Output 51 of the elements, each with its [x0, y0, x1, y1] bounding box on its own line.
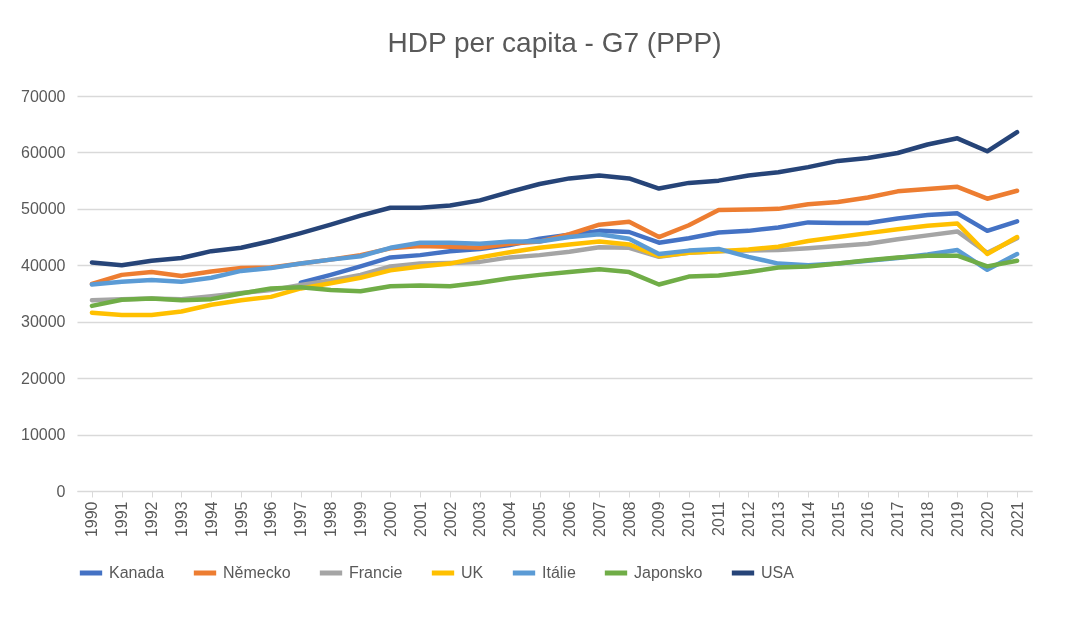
y-tick-label: 10000	[21, 426, 66, 444]
x-tick-label: 2005	[531, 501, 549, 538]
x-tick-label: 2017	[889, 501, 907, 538]
line-series	[89, 129, 1020, 268]
x-tick-label: 1994	[202, 501, 220, 538]
x-tick-label: 1998	[322, 501, 340, 538]
x-tick-label: 2004	[501, 501, 519, 538]
legend-label: Německo	[223, 564, 291, 581]
x-tick-label: 1995	[232, 501, 250, 538]
legend-label: Francie	[349, 564, 403, 581]
x-tick-label: 2013	[769, 501, 787, 538]
y-tick-label: 70000	[21, 87, 66, 105]
y-tick-label: 20000	[21, 369, 66, 387]
line-series	[89, 253, 1020, 309]
legend-label: UK	[461, 564, 484, 581]
x-tick-label: 1997	[292, 501, 310, 538]
x-tick-label: 2016	[859, 501, 877, 538]
legend-label: Japonsko	[634, 564, 703, 581]
x-tick-label: 2009	[650, 501, 668, 538]
x-tick-label: 2012	[739, 501, 757, 538]
legend-label: Kanada	[109, 564, 165, 581]
legend-label: Itálie	[542, 564, 576, 581]
x-tick-label: 2007	[590, 501, 608, 538]
y-tick-label: 0	[56, 482, 66, 500]
x-tick-label: 1992	[143, 501, 161, 538]
x-tick-label: 2019	[948, 501, 966, 538]
x-tick-label: 1993	[172, 501, 190, 538]
line-series	[89, 221, 1020, 318]
x-tick-label: 1999	[352, 501, 370, 538]
x-tick-label: 1996	[262, 501, 280, 538]
y-tick-label: 30000	[21, 313, 66, 331]
legend-label: USA	[761, 564, 795, 581]
x-tick-label: 2018	[919, 501, 937, 538]
x-tick-label: 1990	[83, 501, 101, 538]
x-tick-label: 2006	[560, 501, 578, 538]
x-tick-label: 2003	[471, 501, 489, 538]
x-tick-label: 2008	[620, 501, 638, 538]
y-tick-label: 40000	[21, 256, 66, 274]
x-tick-label: 2015	[829, 501, 847, 538]
x-tick-label: 2010	[680, 501, 698, 538]
x-tick-label: 2021	[1008, 501, 1026, 538]
x-tick-label: 2014	[799, 501, 817, 538]
x-tick-label: 2002	[441, 501, 459, 538]
y-tick-label: 60000	[21, 143, 66, 161]
x-tick-label: 2011	[710, 501, 728, 536]
x-tick-label: 1991	[113, 501, 131, 538]
x-tick-label: 2020	[978, 501, 996, 538]
chart-title: HDP per capita - G7 (PPP)	[387, 27, 722, 58]
x-tick-label: 2000	[381, 501, 399, 538]
x-tick-label: 2001	[411, 501, 429, 538]
y-tick-label: 50000	[21, 200, 66, 218]
